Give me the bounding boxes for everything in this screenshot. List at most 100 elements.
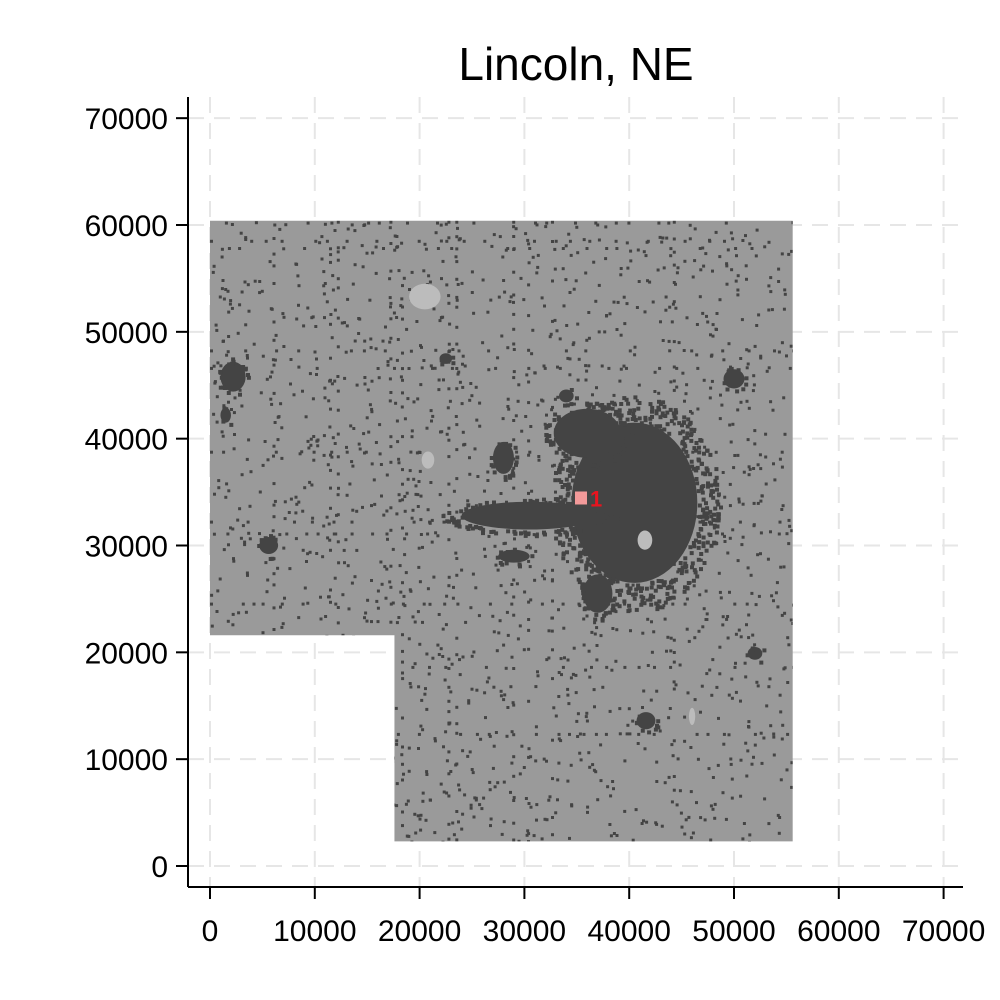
developed-cell [210,624,214,628]
developed-cell [350,532,354,536]
developed-cell [366,388,370,392]
city-region [210,220,793,842]
developed-cell [655,607,660,612]
developed-cell [715,685,719,689]
developed-cell [295,502,299,506]
developed-cell [751,633,755,637]
developed-cell [559,480,564,484]
developed-cell [780,613,784,617]
developed-cell [450,662,454,666]
developed-cell [215,328,219,332]
developed-cell [725,264,729,268]
developed-cell [690,411,694,415]
developed-cell [709,354,713,358]
developed-cell [336,665,340,669]
developed-cell [348,482,352,486]
developed-cell [429,409,433,413]
developed-cell [280,239,284,243]
developed-cell [317,789,321,793]
developed-cell [425,770,429,774]
developed-cell [428,665,431,669]
developed-cell [406,799,410,803]
developed-cell [455,305,459,309]
dense-area [553,408,621,458]
developed-cell [550,629,554,633]
developed-cell [451,596,455,600]
developed-cell [696,366,700,370]
developed-cell [637,732,641,736]
developed-cell [272,628,276,631]
developed-cell [672,660,676,664]
developed-cell [210,349,213,353]
developed-cell [468,524,473,528]
developed-cell [543,422,547,426]
developed-cell [722,358,726,362]
developed-cell [568,836,571,840]
developed-cell [745,366,749,370]
developed-cell [429,481,433,484]
developed-cell [248,788,252,792]
developed-cell [714,475,719,480]
developed-cell [587,336,591,340]
developed-cell [388,277,392,281]
developed-cell [753,743,757,747]
developed-cell [301,723,305,727]
developed-cell [522,298,526,302]
developed-cell [686,417,691,422]
developed-cell [275,746,279,750]
developed-cell [222,548,226,552]
developed-cell [398,564,402,568]
x-tick-label: 50000 [692,915,775,948]
developed-cell [705,314,708,318]
developed-cell [237,645,241,649]
developed-cell [230,649,234,653]
developed-cell [568,373,572,377]
developed-cell [336,389,340,393]
developed-cell [401,391,404,395]
developed-cell [652,630,656,634]
developed-cell [763,245,767,249]
developed-cell [516,637,520,641]
developed-cell [318,662,321,666]
developed-cell [231,357,236,362]
developed-cell [447,657,451,661]
developed-cell [527,544,531,548]
developed-cell [378,693,382,697]
developed-cell [610,510,615,514]
developed-cell [473,447,477,451]
developed-cell [675,271,679,275]
developed-cell [458,788,462,792]
developed-cell [576,465,581,470]
developed-cell [412,477,416,481]
developed-cell [691,541,696,545]
developed-cell [233,396,237,400]
developed-cell [576,712,580,716]
developed-cell [284,223,288,227]
developed-cell [693,636,697,640]
developed-cell [588,459,593,464]
developed-cell [656,579,661,583]
developed-cell [266,688,270,692]
developed-cell [586,407,591,412]
developed-cell [694,448,698,453]
developed-cell [703,818,707,822]
developed-cell [430,419,433,423]
developed-cell [687,422,692,427]
developed-cell [373,502,377,506]
developed-cell [470,291,474,294]
developed-cell [689,433,693,438]
developed-cell [536,265,540,269]
developed-cell [331,781,335,785]
developed-cell [511,469,515,473]
developed-cell [657,424,662,429]
developed-cell [219,375,224,380]
developed-cell [391,547,395,551]
developed-cell [314,239,318,243]
developed-cell [669,636,673,640]
developed-cell [272,658,276,662]
developed-cell [437,653,441,656]
developed-cell [582,503,587,508]
developed-cell [746,749,750,753]
developed-cell [772,732,776,736]
developed-cell [222,450,226,454]
